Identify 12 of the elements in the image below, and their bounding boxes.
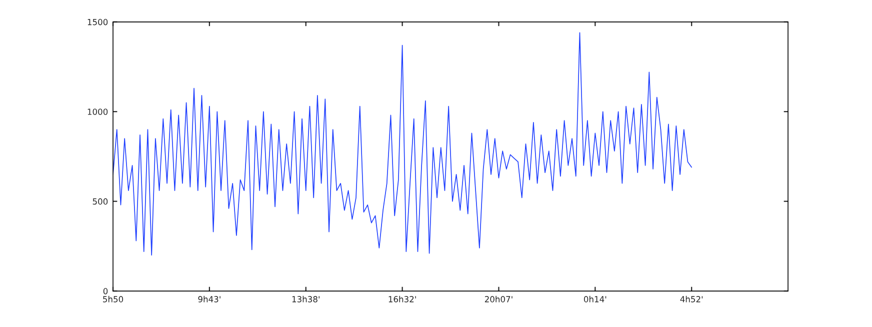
- x-tick-label: 5h50: [103, 296, 124, 302]
- y-tick-label: 500: [92, 198, 108, 205]
- y-tick-label: 1500: [88, 18, 108, 26]
- line-series: [113, 32, 692, 256]
- x-tick-label: 0h14': [584, 296, 606, 302]
- x-tick-label: 9h43': [198, 296, 220, 302]
- x-tick-label: 16h32': [388, 296, 416, 302]
- y-tick-label: 1000: [88, 108, 108, 115]
- x-tick-label: 20h07': [484, 296, 512, 302]
- x-tick-label: 13h38': [292, 296, 320, 302]
- y-tick-label: 0: [103, 288, 108, 294]
- x-tick-label: 4h52': [680, 296, 703, 302]
